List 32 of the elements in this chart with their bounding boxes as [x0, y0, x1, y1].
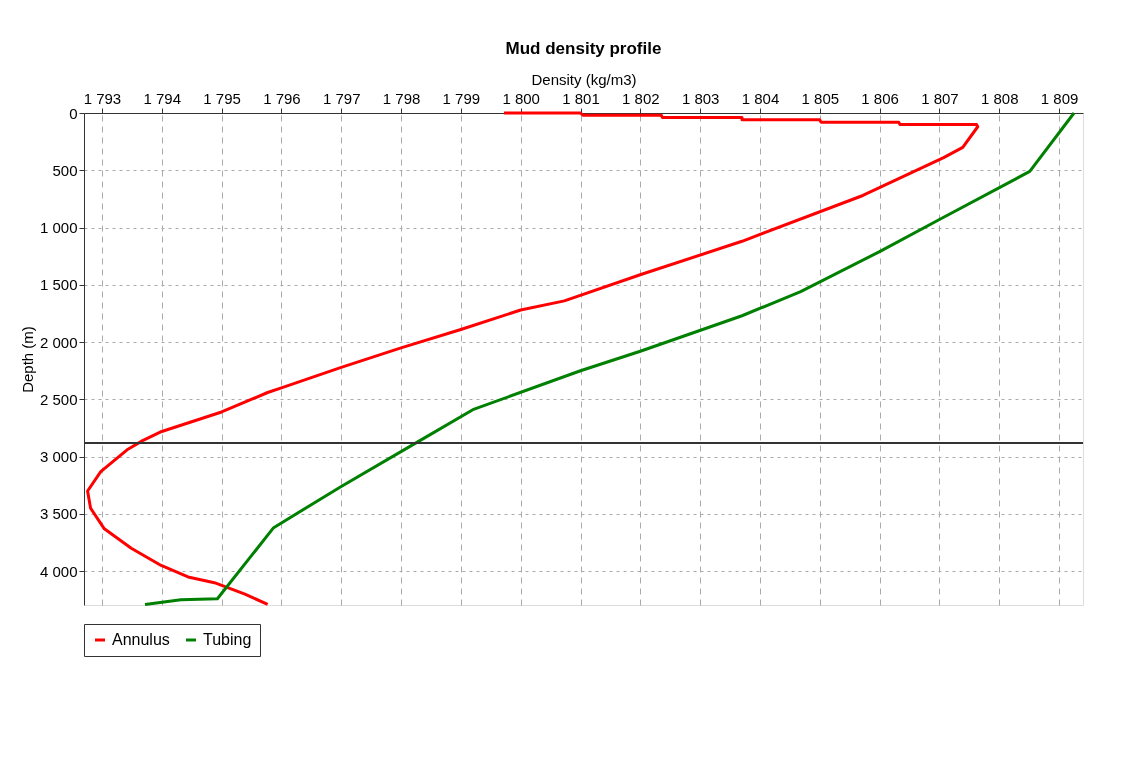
line-series	[143, 111, 1076, 606]
x-tick-label: 1 795	[203, 89, 241, 107]
x-tick-label: 1 797	[322, 89, 361, 107]
y-tick-label: 3 500	[39, 505, 78, 523]
x-tick-label: 1 801	[562, 89, 600, 107]
x-tick-label: 1 802	[622, 89, 660, 107]
x-tick-label: 1 809	[1040, 89, 1079, 107]
x-tick-label: 1 793	[83, 89, 122, 107]
legend-label: Tubing	[203, 631, 252, 648]
x-tick-label: 1 794	[143, 89, 182, 107]
x-tick-label: 1 796	[263, 89, 301, 107]
x-tick-label: 1 804	[741, 89, 780, 107]
chart-title: Mud density profile	[505, 39, 662, 58]
x-tick-label: 1 803	[681, 89, 720, 107]
y-tick-label: 1 500	[39, 276, 78, 294]
x-tick-label: 1 808	[980, 89, 1019, 107]
y-tick-label: 0	[69, 104, 78, 122]
x-tick-label: 1 800	[502, 89, 540, 107]
y-tick-label: 500	[52, 161, 78, 179]
x-tick-label: 1 799	[442, 89, 481, 107]
legend-label: Annulus	[112, 631, 170, 648]
y-tick-label: 2 500	[39, 390, 78, 408]
x-tick-label: 1 805	[801, 89, 840, 107]
x-tick-label: 1 806	[861, 89, 899, 107]
y-tick-label: 2 000	[39, 333, 78, 351]
y-tick-label: 1 000	[39, 219, 78, 237]
y-tick-label: 4 000	[39, 562, 78, 580]
x-axis-title: Density (kg/m3)	[531, 70, 637, 88]
y-axis-title: Depth (m)	[18, 326, 36, 393]
y-tick-label: 3 000	[39, 448, 78, 466]
x-tick-label: 1 807	[921, 89, 959, 107]
x-tick-label: 1 798	[382, 89, 421, 107]
